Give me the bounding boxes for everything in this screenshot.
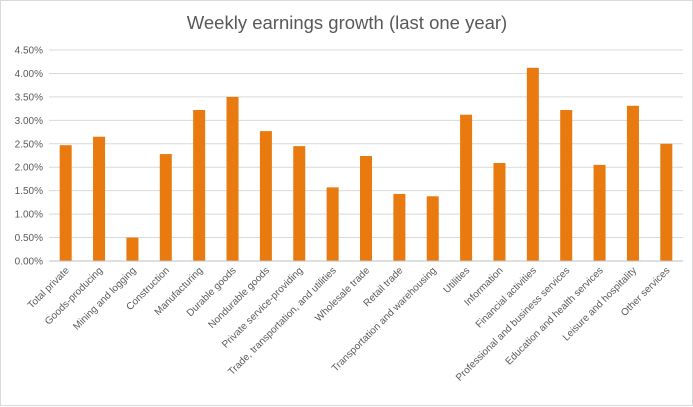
y-tick-label: 1.50%	[15, 186, 43, 197]
bar	[326, 187, 339, 261]
y-tick-label: 4.00%	[15, 69, 43, 80]
bar	[193, 110, 206, 261]
y-tick-label: 3.00%	[15, 116, 43, 127]
y-axis-ticks: 0.00% 0.50% 1.00% 1.50% 2.00% 2.50% 3.00% 3.50%…	[15, 46, 43, 268]
y-tick-label: 4.50%	[15, 46, 43, 57]
bar	[59, 145, 72, 261]
bar	[560, 110, 573, 261]
bar	[359, 155, 373, 261]
y-tick-label: 2.50%	[15, 139, 43, 150]
bar	[159, 154, 172, 261]
chart-title: Weekly earnings growth (last one year)	[187, 12, 507, 33]
bar	[393, 193, 406, 261]
bar	[593, 164, 606, 261]
bar	[626, 105, 639, 261]
y-tick-label: 0.00%	[15, 257, 43, 268]
bars	[59, 67, 673, 261]
bar	[660, 143, 673, 261]
bar	[460, 114, 473, 261]
bar	[526, 67, 539, 261]
x-tick-label: Goods-producing	[43, 265, 105, 327]
x-tick-label: Utilities	[442, 265, 473, 296]
y-tick-label: 3.50%	[15, 92, 43, 103]
x-tick-label: Mining and logging	[71, 265, 138, 332]
y-tick-label: 2.00%	[15, 163, 43, 174]
x-tick-label: Nondurable goods	[206, 265, 272, 331]
gridlines	[49, 49, 683, 239]
bar	[93, 136, 106, 261]
x-tick-label: Financial activities	[474, 265, 539, 330]
bar	[126, 237, 139, 261]
bar	[426, 196, 439, 261]
bar	[259, 131, 272, 261]
y-tick-label: 0.50%	[15, 233, 43, 244]
bar	[226, 96, 239, 261]
bar	[293, 146, 306, 261]
bar	[493, 163, 506, 261]
y-tick-label: 1.00%	[15, 210, 43, 221]
